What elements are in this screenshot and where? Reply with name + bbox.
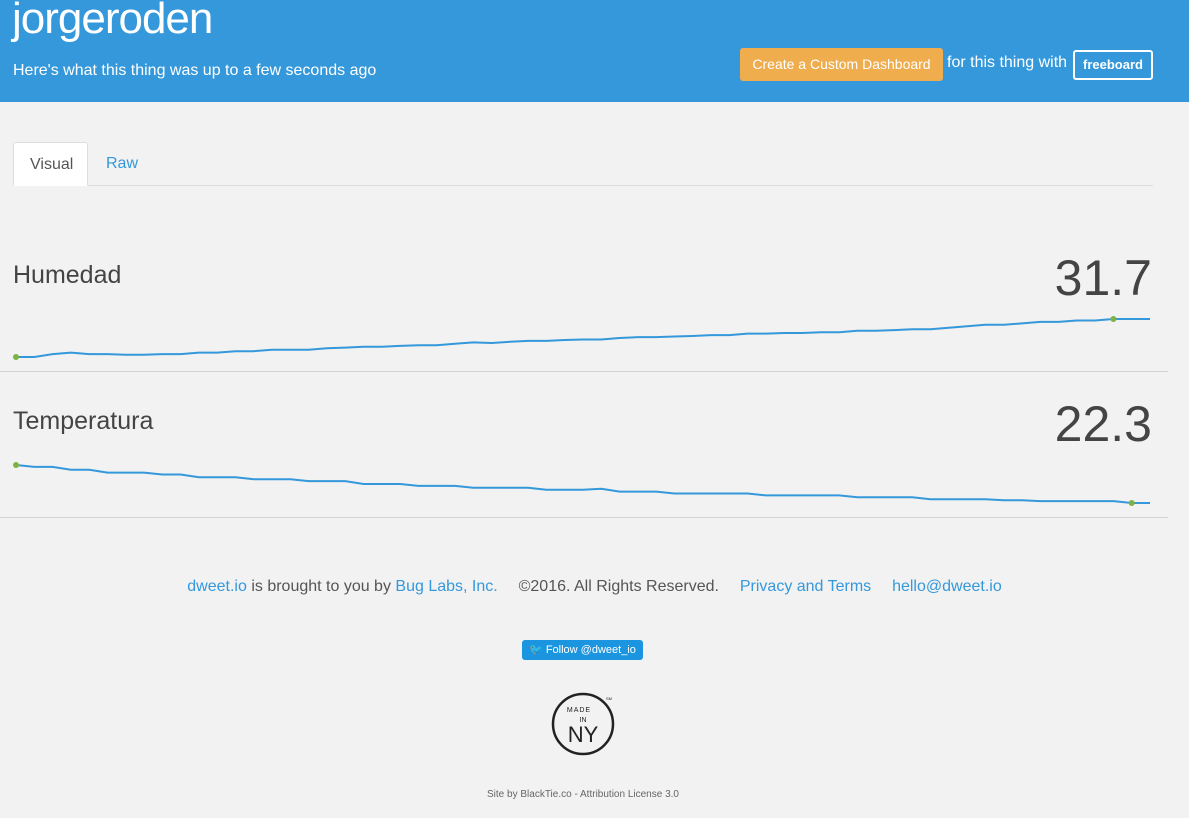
privacy-link[interactable]: Privacy and Terms <box>739 578 872 595</box>
metric-temperatura: Temperatura 22.3 <box>0 372 1168 518</box>
tab-visual[interactable]: Visual <box>13 142 88 186</box>
tab-raw[interactable]: Raw <box>106 155 139 172</box>
humedad-sparkline <box>13 316 1150 360</box>
for-thing-text: for this thing with <box>947 54 1068 71</box>
metric-humedad: Humedad 31.7 <box>0 226 1168 372</box>
sparkline-marker <box>1128 500 1135 506</box>
freeboard-button[interactable]: freeboard <box>1073 50 1153 80</box>
create-dashboard-button[interactable]: Create a Custom Dashboard <box>740 48 943 81</box>
sparkline-marker <box>13 462 19 468</box>
sparkline-marker <box>13 354 19 360</box>
metric-value: 31.7 <box>1054 250 1152 306</box>
sparkline-series <box>15 464 1150 504</box>
view-tabs: Visual Raw <box>13 142 1153 186</box>
buglabs-link[interactable]: Bug Labs, Inc. <box>395 578 498 595</box>
site-credit: Site by BlackTie.co - Attribution Licens… <box>487 789 679 800</box>
sparkline-marker <box>1110 316 1117 322</box>
brought-text: is brought to you by <box>251 578 391 595</box>
rights-text: ©2016. All Rights Reserved. <box>518 578 719 595</box>
page-subtitle: Here's what this thing was up to a few s… <box>13 62 377 79</box>
follow-label: Follow @dweet_io <box>545 644 636 656</box>
badge-made: MADE <box>567 707 591 714</box>
metric-label: Temperatura <box>13 407 154 435</box>
sparkline-series <box>16 318 1150 358</box>
page-header: jorgeroden Here's what this thing was up… <box>0 0 1189 102</box>
dweet-link[interactable]: dweet.io <box>187 578 247 595</box>
footer-links: dweet.io is brought to you by Bug Labs, … <box>0 578 1189 596</box>
twitter-bird-icon: 🐦 <box>529 644 543 656</box>
badge-ny: NY <box>568 722 599 747</box>
email-link[interactable]: hello@dweet.io <box>892 578 1002 595</box>
badge-sm: SM <box>606 696 612 701</box>
thing-name: jorgeroden <box>12 0 213 43</box>
metric-label: Humedad <box>13 261 122 289</box>
metric-value: 22.3 <box>1054 396 1152 452</box>
twitter-follow-button[interactable]: 🐦 Follow @dweet_io <box>522 640 643 660</box>
temperatura-sparkline <box>13 462 1150 506</box>
badge-in: IN <box>580 717 587 724</box>
made-in-ny-badge: MADE IN NY SM <box>551 692 615 756</box>
